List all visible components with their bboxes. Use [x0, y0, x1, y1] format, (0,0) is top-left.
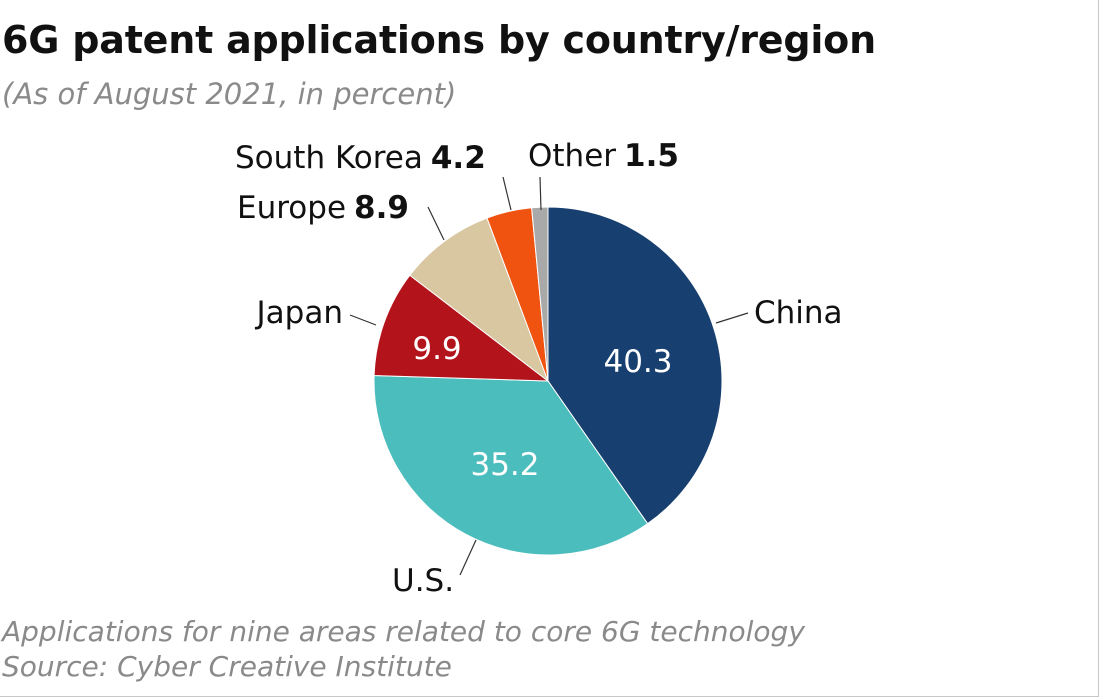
- leader-line-south-korea: [502, 176, 512, 211]
- slice-value-japan: 9.9: [412, 331, 461, 367]
- pie-slice-china: [547, 206, 723, 525]
- slice-label-other: Other 1.5: [528, 138, 679, 174]
- pie-slice-u-s: [373, 375, 649, 556]
- slice-value-u-s: 35.2: [470, 447, 539, 483]
- chart-source: Source: Cyber Creative Institute: [2, 650, 452, 683]
- pie-slice-japan: [373, 274, 550, 382]
- slice-label-japan: Japan: [255, 295, 343, 331]
- chart-subtitle: (As of August 2021, in percent): [2, 77, 457, 111]
- leader-line-europe: [427, 206, 445, 241]
- slice-label-u-s: U.S.: [392, 563, 454, 599]
- pie-slice-other: [531, 206, 549, 382]
- leader-line-other: [539, 176, 542, 211]
- leader-line-japan: [349, 314, 377, 326]
- chart-title: 6G patent applications by country/region: [2, 18, 876, 62]
- slice-value-china: 40.3: [603, 344, 672, 380]
- slice-label-south-korea: South Korea 4.2: [235, 140, 486, 176]
- slice-value-south-korea: 4.2: [431, 140, 486, 176]
- pie-slice-europe: [409, 217, 550, 383]
- slice-value-other: 1.5: [624, 138, 679, 174]
- slice-value-europe: 8.9: [354, 190, 409, 226]
- leader-line-u-s: [459, 539, 477, 576]
- leader-line-china: [715, 312, 749, 324]
- slice-label-europe: Europe 8.9: [237, 190, 409, 226]
- slice-label-china: China: [754, 295, 843, 331]
- chart-note: Applications for nine areas related to c…: [2, 615, 805, 648]
